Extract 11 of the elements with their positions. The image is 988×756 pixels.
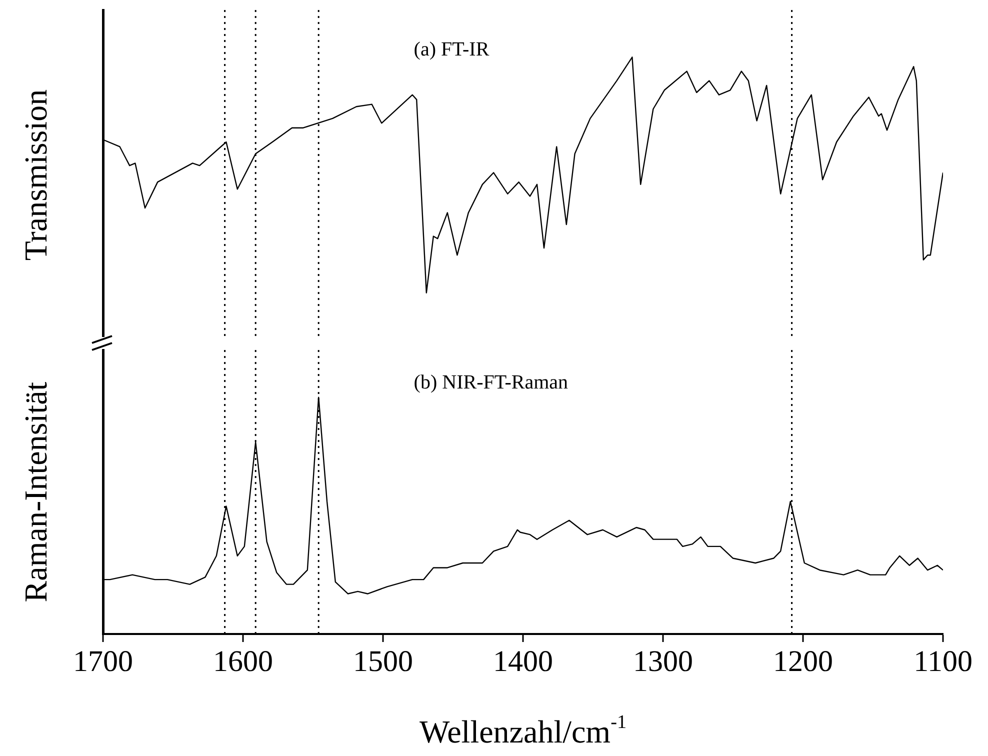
x-tick-label: 1200 bbox=[773, 644, 833, 678]
x-tick-label: 1100 bbox=[914, 644, 972, 678]
x-tick-label: 1700 bbox=[73, 644, 133, 678]
y-axis-title: Raman-Intensität bbox=[17, 382, 54, 602]
x-tick-label: 1500 bbox=[353, 644, 413, 678]
x-tick-label: 1300 bbox=[633, 644, 693, 678]
y-axis-title: Transmission bbox=[17, 89, 54, 261]
x-tick-label: 1600 bbox=[213, 644, 273, 678]
x-tick-label: 1400 bbox=[493, 644, 553, 678]
text: (b) NIR-FT-Raman bbox=[414, 371, 568, 394]
annotation: (a) FT-IR bbox=[414, 38, 490, 60]
